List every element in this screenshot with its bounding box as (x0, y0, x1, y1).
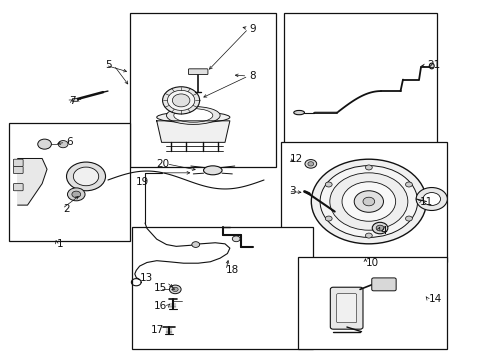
Circle shape (375, 225, 383, 231)
Bar (281, 142, 446, 262)
Text: 14: 14 (428, 294, 441, 304)
Ellipse shape (157, 112, 229, 123)
Text: 21: 21 (427, 60, 440, 70)
Circle shape (405, 182, 411, 187)
Polygon shape (157, 121, 229, 142)
Circle shape (67, 188, 85, 201)
Text: 17: 17 (151, 325, 164, 335)
Text: 1: 1 (57, 239, 63, 249)
Text: 9: 9 (249, 24, 256, 35)
Circle shape (172, 94, 189, 107)
Bar (72, 98, 77, 101)
Text: 7: 7 (69, 96, 76, 106)
Circle shape (415, 188, 447, 211)
Circle shape (325, 216, 331, 221)
Circle shape (232, 236, 240, 242)
FancyBboxPatch shape (336, 294, 356, 323)
Circle shape (422, 193, 440, 206)
Circle shape (320, 166, 417, 237)
Text: 10: 10 (365, 258, 378, 268)
Circle shape (305, 159, 316, 168)
Circle shape (329, 173, 407, 230)
Circle shape (362, 197, 374, 206)
Circle shape (353, 191, 383, 212)
Text: 12: 12 (289, 154, 302, 164)
FancyBboxPatch shape (371, 278, 395, 291)
Circle shape (38, 139, 51, 149)
Ellipse shape (166, 107, 220, 125)
Circle shape (311, 159, 426, 244)
Bar (9, 123, 130, 241)
FancyBboxPatch shape (13, 184, 23, 191)
Circle shape (405, 216, 411, 221)
Text: 11: 11 (419, 197, 432, 207)
Circle shape (384, 285, 389, 288)
Ellipse shape (173, 109, 212, 122)
FancyBboxPatch shape (188, 69, 207, 75)
FancyBboxPatch shape (330, 287, 362, 329)
Circle shape (325, 182, 331, 187)
Text: 2: 2 (63, 204, 70, 214)
Circle shape (365, 233, 371, 238)
Text: 3: 3 (289, 186, 295, 197)
Text: 20: 20 (156, 159, 168, 169)
Text: 19: 19 (136, 177, 149, 187)
Circle shape (341, 182, 395, 221)
Text: 6: 6 (66, 138, 73, 147)
Text: 16: 16 (154, 301, 167, 311)
Circle shape (73, 167, 99, 186)
Polygon shape (18, 158, 47, 205)
Ellipse shape (203, 166, 222, 175)
Circle shape (172, 287, 178, 292)
FancyBboxPatch shape (13, 159, 23, 166)
Ellipse shape (293, 111, 304, 115)
Circle shape (167, 90, 194, 111)
FancyBboxPatch shape (13, 166, 23, 174)
Text: 5: 5 (105, 60, 112, 70)
Circle shape (371, 222, 387, 234)
Circle shape (365, 165, 371, 170)
Text: 8: 8 (249, 71, 256, 81)
Circle shape (191, 242, 199, 247)
Circle shape (384, 281, 389, 285)
Ellipse shape (428, 63, 433, 69)
Bar (132, 226, 312, 348)
Text: 13: 13 (140, 273, 153, 283)
Bar (130, 13, 276, 167)
Circle shape (72, 191, 81, 198)
Circle shape (58, 140, 68, 148)
Circle shape (169, 285, 181, 294)
Bar (283, 13, 436, 144)
Circle shape (66, 162, 105, 191)
Text: 4: 4 (379, 226, 386, 236)
Text: 18: 18 (225, 265, 239, 275)
Text: 15: 15 (154, 283, 167, 293)
Circle shape (162, 87, 199, 114)
Circle shape (307, 162, 313, 166)
Bar (298, 257, 446, 348)
